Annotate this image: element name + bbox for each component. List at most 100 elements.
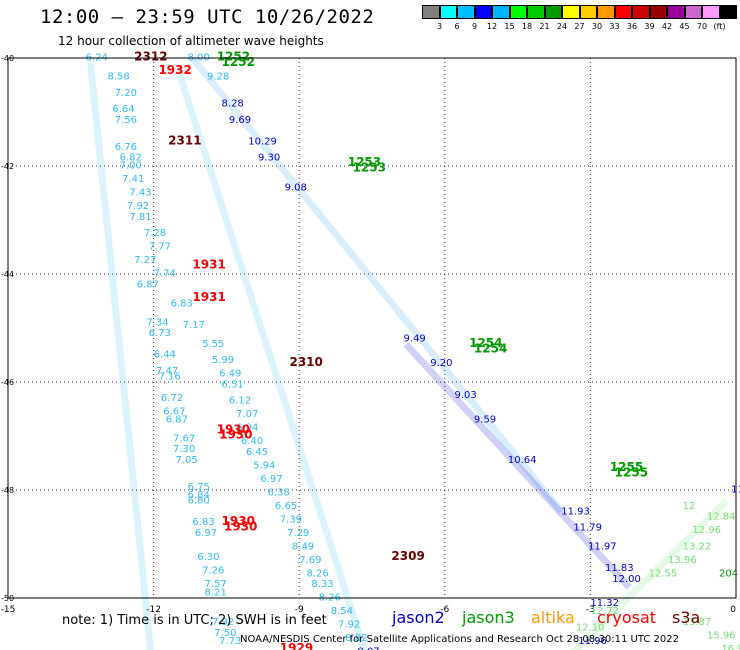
wave-height-label: 6.38 [268, 487, 290, 498]
colorbar-swatch [614, 5, 632, 19]
wave-height-label: 6.51 [222, 379, 244, 390]
wave-height-label: 12.55 [649, 568, 678, 579]
footer-credit: NOAA/NESDIS Center for Satellite Applica… [240, 634, 679, 645]
wave-height-label: 11.79 [573, 523, 602, 534]
colorbar-label: 70 [696, 22, 708, 31]
wave-height-label: 7.20 [115, 88, 137, 99]
wave-height-label: 8.26 [306, 568, 328, 579]
wave-height-label: 8.49 [292, 541, 314, 552]
wave-height-label: 6.45 [246, 447, 268, 458]
wave-height-label: 7.26 [202, 566, 224, 577]
wave-height-label: 12.84 [707, 512, 736, 523]
colorbar-swatch [562, 5, 580, 19]
colorbar-label: 15 [504, 22, 515, 31]
colorbar-label: 27 [574, 22, 585, 31]
wave-height-label: 7.57 [205, 579, 227, 590]
colorbar-label: 42 [661, 22, 673, 31]
wave-height-label: 12.96 [692, 525, 721, 536]
wave-height-label: 5.55 [202, 339, 224, 350]
wave-height-label: 9.20 [430, 358, 452, 369]
wave-height-label: 7.39 [280, 514, 302, 525]
colorbar-swatch [457, 5, 475, 19]
wave-height-label: 9.30 [258, 153, 280, 164]
wave-height-label: 9.03 [455, 390, 477, 401]
pass-time-label: 1932 [158, 63, 191, 77]
wave-height-label: 6.97 [260, 474, 282, 485]
wave-height-label: 11.32 [590, 598, 619, 609]
wave-height-label: 11.83 [605, 563, 634, 574]
wave-height-label: 8.33 [311, 579, 333, 590]
x-tick-label: -3 [586, 605, 595, 615]
colorbar-swatch [439, 5, 457, 19]
chart-subtitle: 12 hour collection of altimeter wave hei… [58, 34, 324, 48]
wave-height-label: 6.75 [188, 482, 210, 493]
wave-height-label: 7.27 [134, 255, 156, 266]
wave-height-label: 9.59 [474, 415, 496, 426]
wave-height-label: 12 [683, 501, 696, 512]
pass-time-label: 2309 [391, 549, 424, 563]
legend-cryosat: cryosat [597, 608, 657, 627]
track-lines [87, 55, 729, 650]
wave-height-label: 13.87 [683, 617, 712, 628]
colorbar-swatch [492, 5, 510, 19]
wave-height-label: 9.49 [404, 334, 426, 345]
wave-height-label: 12.72 [590, 606, 619, 617]
wave-height-label: 12.10 [576, 622, 605, 633]
satellite-track [570, 498, 729, 650]
colorbar-swatch [632, 5, 650, 19]
x-tick-label: -6 [440, 605, 449, 615]
wave-height-label: 7.92 [212, 617, 234, 628]
satellite-track [403, 341, 632, 590]
pass-time-label: 1929 [280, 641, 313, 650]
wave-height-label: 6.97 [195, 528, 217, 539]
wave-height-label: 7.81 [129, 212, 151, 223]
wave-height-label: 7.92 [127, 201, 149, 212]
wave-height-label: 9.08 [285, 182, 307, 193]
wave-height-label: 6.87 [166, 415, 188, 426]
wave-height-label: 7.07 [236, 409, 258, 420]
wave-height-label: 7.73 [219, 636, 241, 647]
note-text: note: 1) Time is in UTC; 2) SWH is in fe… [62, 613, 327, 628]
wave-height-label: 6.72 [161, 393, 183, 404]
wave-height-label: 7.16 [158, 371, 180, 382]
colorbar-swatch [667, 5, 685, 19]
wave-height-label: 6.73 [149, 328, 171, 339]
wave-height-label: 7.92 [338, 620, 360, 631]
colorbar-swatch [702, 5, 720, 19]
wave-height-label: 7.34 [146, 317, 168, 328]
legend-jason3: jason3 [462, 608, 515, 627]
colorbar-swatch [597, 5, 615, 19]
wave-height-label: 7.17 [183, 320, 205, 331]
colorbar-swatch [422, 5, 440, 19]
wave-height-label: 6.44 [154, 350, 176, 361]
colorbar-label: 30 [591, 22, 603, 31]
x-tick-label: 0 [730, 605, 736, 615]
satellite-track [189, 55, 564, 514]
pass-time-label: 1254 [474, 341, 507, 355]
wave-height-label: 7.05 [175, 455, 197, 466]
data-labels: 6.248.587.206.647.566.766.827.007.417.43… [86, 50, 740, 650]
wave-height-label: 6.40 [241, 436, 263, 447]
wave-height-label: 6.83 [192, 517, 214, 528]
legend-s3a: s3a [672, 608, 701, 627]
wave-height-label: 11.97 [588, 541, 617, 552]
pass-time-label: 1930 [217, 422, 250, 436]
wave-height-label: 6.49 [219, 369, 241, 380]
wave-height-label: 7.50 [214, 628, 236, 639]
wave-height-label: 13.96 [668, 555, 697, 566]
pass-time-label: 1931 [192, 290, 225, 304]
wave-height-label: 7.30 [173, 444, 195, 455]
wave-height-label: 7.47 [156, 366, 178, 377]
wave-height-label: 7.00 [120, 161, 142, 172]
wave-height-label: 6.87 [137, 280, 159, 291]
wave-height-label: 6.65 [275, 501, 297, 512]
colorbar-label: 24 [556, 22, 568, 31]
tick-labels: -15 -12 -9 -6 -3 0-40-42-44-46-48-50 [1, 54, 737, 615]
wave-height-label: 6.84 [188, 490, 210, 501]
pass-time-label: 1255 [610, 460, 643, 474]
legend-altika: altika [531, 608, 575, 627]
pass-time-label: 1930 [224, 520, 257, 534]
wave-height-label: 13.22 [683, 541, 712, 552]
wave-height-label: 204 [719, 568, 738, 579]
